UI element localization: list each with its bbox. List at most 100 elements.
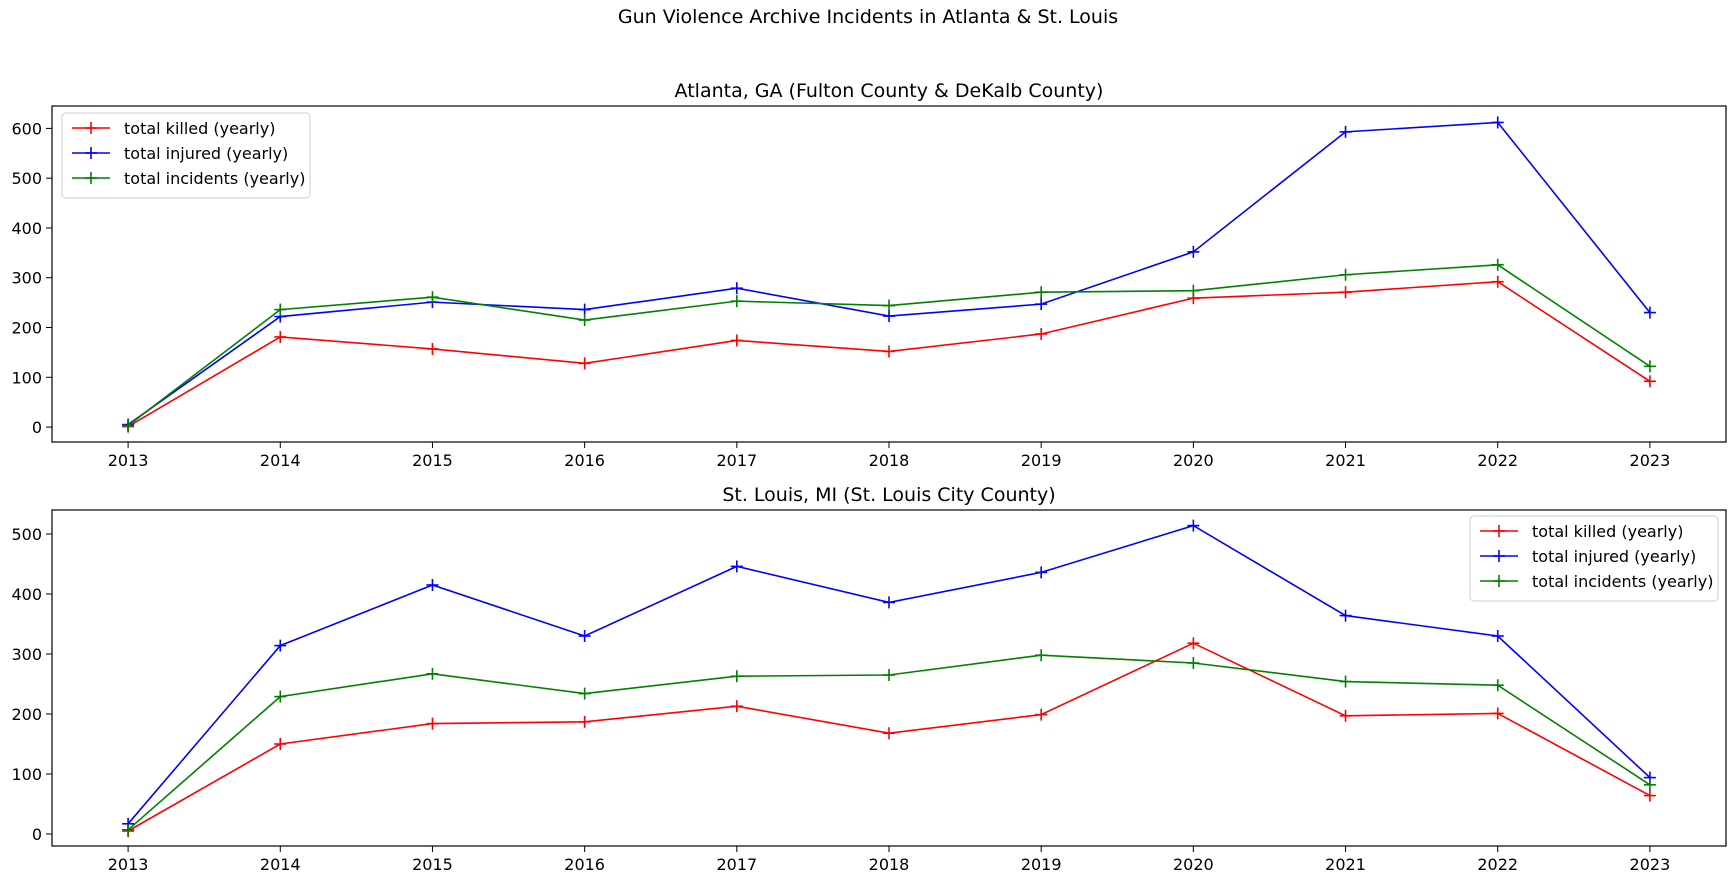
data-point-marker	[1035, 298, 1048, 311]
x-tick-label: 2022	[1477, 451, 1518, 470]
data-point-marker	[1491, 116, 1504, 129]
data-point-marker	[1187, 284, 1200, 297]
data-point-marker	[1491, 679, 1504, 692]
legend-box	[61, 112, 311, 199]
data-point-marker	[1187, 637, 1200, 650]
data-point-marker	[578, 357, 591, 370]
chart-title: Atlanta, GA (Fulton County & DeKalb Coun…	[675, 80, 1104, 102]
legend-label: total killed (yearly)	[124, 119, 275, 138]
legend-label: total killed (yearly)	[1532, 522, 1683, 541]
data-point-marker	[1339, 125, 1352, 138]
chart-title: St. Louis, MI (St. Louis City County)	[722, 484, 1055, 506]
data-point-marker	[578, 687, 591, 700]
legend-marker	[85, 172, 97, 184]
x-tick-label: 2013	[108, 855, 149, 874]
data-point-marker	[883, 596, 895, 609]
data-point-marker	[1491, 275, 1504, 288]
data-point-marker	[883, 669, 895, 681]
legend-marker	[1493, 550, 1505, 562]
y-tick-label: 0	[32, 825, 42, 844]
data-point-marker	[426, 717, 439, 730]
chart-panel-1: Atlanta, GA (Fulton County & DeKalb Coun…	[11, 80, 1727, 470]
data-point-marker	[1491, 707, 1504, 720]
data-point-marker	[578, 715, 591, 728]
y-tick-label: 200	[11, 319, 42, 338]
data-point-marker	[578, 303, 591, 316]
data-point-marker	[730, 295, 743, 308]
x-tick-label: 2015	[412, 451, 453, 470]
data-point-marker	[274, 303, 287, 316]
legend-marker	[85, 147, 97, 159]
x-tick-label: 2020	[1173, 451, 1214, 470]
x-tick-label: 2023	[1630, 451, 1671, 470]
data-point-marker	[1035, 649, 1048, 662]
legend-label: total injured (yearly)	[1532, 547, 1696, 566]
y-tick-label: 100	[11, 765, 42, 784]
x-tick-label: 2018	[869, 855, 910, 874]
data-point-marker	[1339, 609, 1352, 622]
y-tick-label: 300	[11, 645, 42, 664]
x-tick-label: 2022	[1477, 855, 1518, 874]
x-tick-label: 2013	[108, 451, 149, 470]
x-tick-label: 2020	[1173, 855, 1214, 874]
y-tick-label: 400	[11, 585, 42, 604]
data-point-marker	[730, 700, 743, 713]
data-point-marker	[1643, 306, 1656, 319]
data-point-marker	[426, 291, 439, 304]
x-tick-label: 2015	[412, 855, 453, 874]
data-point-marker	[1339, 268, 1352, 281]
y-tick-label: 100	[11, 368, 42, 387]
data-point-marker	[274, 690, 287, 703]
data-point-marker	[883, 310, 895, 323]
data-point-marker	[1643, 789, 1656, 802]
series-line-3	[127, 263, 1651, 427]
data-point-marker	[1491, 630, 1504, 642]
legend-label: total injured (yearly)	[124, 144, 288, 163]
chart-panel-2: St. Louis, MI (St. Louis City County) 201…	[11, 484, 1727, 874]
x-tick-label: 2021	[1325, 451, 1366, 470]
y-tick-label: 400	[11, 219, 42, 238]
y-tick-label: 600	[11, 119, 42, 138]
data-point-marker	[883, 345, 895, 358]
data-point-marker	[1187, 519, 1200, 532]
data-point-marker	[426, 667, 439, 680]
x-tick-label: 2017	[716, 855, 757, 874]
data-point-marker	[274, 639, 287, 652]
y-tick-label: 300	[11, 269, 42, 288]
data-point-marker	[883, 299, 895, 312]
x-tick-label: 2017	[716, 451, 757, 470]
data-point-marker	[578, 630, 591, 642]
data-point-marker	[730, 560, 743, 573]
data-point-marker	[1035, 286, 1048, 299]
x-tick-label: 2021	[1325, 855, 1366, 874]
legend-label: total incidents (yearly)	[124, 169, 305, 188]
legend-marker	[85, 122, 97, 134]
data-point-marker	[578, 314, 591, 327]
data-point-marker	[1187, 245, 1200, 258]
data-point-marker	[1339, 286, 1352, 299]
legend-marker	[1493, 525, 1505, 537]
data-point-marker	[1339, 675, 1352, 688]
chart-legend: total killed (yearly) total injured (year…	[61, 112, 311, 199]
data-point-marker	[1035, 327, 1048, 340]
data-point-marker	[426, 342, 439, 355]
legend-box	[1469, 515, 1719, 602]
x-tick-label: 2019	[1021, 451, 1062, 470]
x-tick-label: 2019	[1021, 855, 1062, 874]
y-tick-label: 500	[11, 525, 42, 544]
x-tick-label: 2016	[564, 451, 605, 470]
data-point-marker	[1187, 657, 1200, 669]
x-tick-label: 2018	[869, 451, 910, 470]
data-point-marker	[730, 670, 743, 683]
data-point-marker	[122, 823, 135, 836]
chart-legend: total killed (yearly) total injured (year…	[1469, 515, 1719, 602]
data-point-marker	[1035, 708, 1048, 721]
data-point-marker	[122, 419, 135, 432]
series-line-2	[127, 121, 1651, 426]
data-point-marker	[1643, 360, 1656, 373]
data-point-marker	[730, 282, 743, 295]
x-tick-label: 2014	[260, 855, 301, 874]
data-point-marker	[1643, 778, 1656, 791]
